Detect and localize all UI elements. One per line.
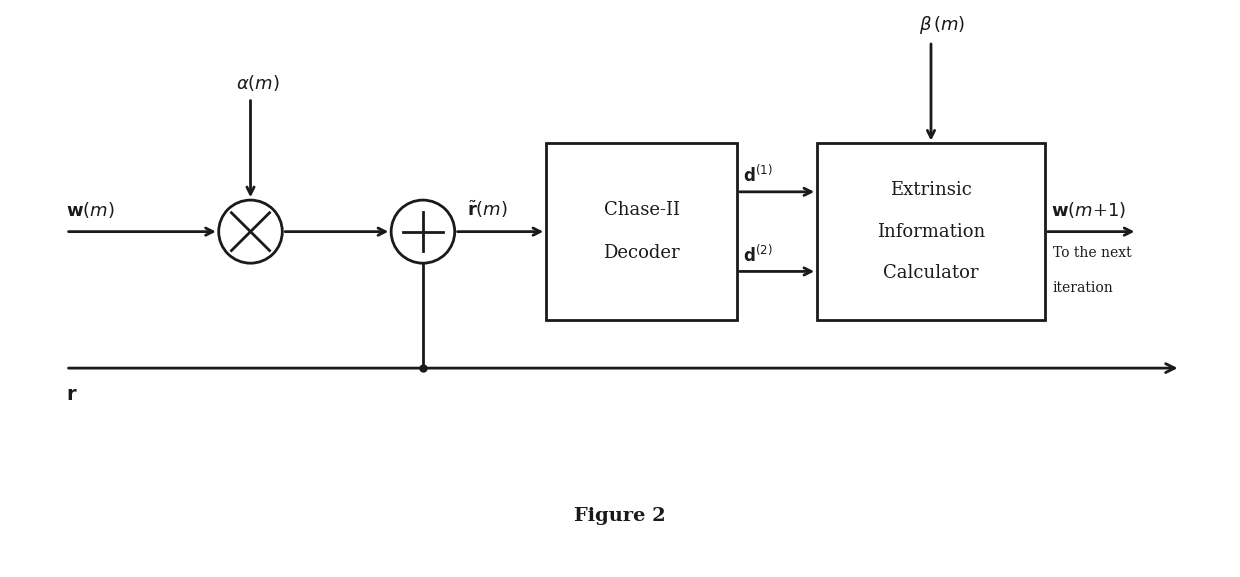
Text: $\mathbf{d}^{(1)}$: $\mathbf{d}^{(1)}$ — [743, 164, 773, 186]
Text: Calculator: Calculator — [883, 264, 978, 282]
Text: iteration: iteration — [1053, 281, 1114, 295]
Text: $\beta\,(m)$: $\beta\,(m)$ — [919, 14, 966, 36]
Text: Chase-II: Chase-II — [604, 201, 680, 219]
Text: $\mathbf{r}$: $\mathbf{r}$ — [66, 386, 77, 404]
Text: Decoder: Decoder — [603, 244, 680, 263]
Text: To the next: To the next — [1053, 246, 1131, 260]
Text: $\alpha(m)$: $\alpha(m)$ — [236, 73, 279, 93]
Bar — [546, 144, 737, 320]
Text: $\tilde{\mathbf{r}}(m)$: $\tilde{\mathbf{r}}(m)$ — [466, 198, 507, 220]
Text: $\mathbf{w}(m)$: $\mathbf{w}(m)$ — [66, 200, 114, 220]
Text: $\mathbf{w}(m$+$1)$: $\mathbf{w}(m$+$1)$ — [1050, 200, 1126, 220]
Text: $\mathbf{d}^{(2)}$: $\mathbf{d}^{(2)}$ — [743, 244, 773, 265]
Text: Figure 2: Figure 2 — [574, 507, 666, 525]
Text: Extrinsic: Extrinsic — [890, 181, 972, 199]
Text: Information: Information — [877, 223, 985, 241]
Bar — [817, 144, 1045, 320]
